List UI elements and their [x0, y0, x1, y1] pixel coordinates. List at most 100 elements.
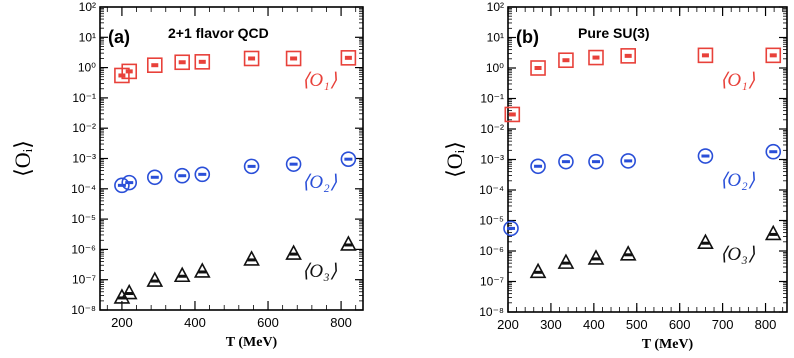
y-axis-label: ⟨Oᵢ⟩: [442, 141, 467, 178]
square-marker: [504, 106, 521, 123]
y-tick-label: 10⁻²: [480, 122, 504, 136]
x-tick-label: 400: [583, 317, 605, 332]
error-bar: [150, 175, 159, 179]
series-3: [529, 224, 782, 279]
error-bar: [769, 232, 778, 236]
data-point: [504, 106, 521, 123]
data-point: [557, 253, 575, 269]
data-point: [765, 143, 782, 160]
series-1: [504, 47, 782, 123]
data-point: [340, 151, 357, 167]
data-point: [121, 63, 138, 80]
error-bar: [198, 270, 207, 274]
error-bar: [125, 292, 134, 296]
square-marker: [174, 54, 190, 71]
chart-panel-b: 10⁻⁸ 10⁻⁷ 10⁻⁶ 10⁻⁵ 10⁻⁴ 10⁻³ 10⁻² 10⁻¹ 10⁰ 10¹ 10…: [442, 0, 788, 352]
data-point: [146, 271, 164, 287]
y-tick-label: 10²: [79, 0, 96, 14]
x-axis-label: T (MeV): [642, 337, 694, 352]
error-bar: [150, 279, 159, 283]
x-tick-label: 700: [712, 317, 734, 332]
circle-marker: [588, 153, 604, 170]
series-label: ⟨O₂⟩: [720, 170, 756, 191]
error-bar: [198, 59, 206, 64]
circle-marker: [765, 143, 782, 160]
data-point: [529, 262, 547, 279]
data-point: [620, 153, 636, 169]
data-point: [285, 156, 302, 172]
square-marker: [588, 49, 604, 66]
chart-title: Pure SU(3): [578, 25, 650, 41]
series-label: ⟨O₁⟩: [720, 70, 756, 91]
circle-marker: [194, 166, 211, 183]
panel-label: (a): [108, 27, 130, 47]
y-tick-label: 10⁻⁶: [479, 244, 504, 258]
data-point: [587, 249, 605, 265]
panel-label: (b): [516, 27, 539, 47]
square-marker: [146, 57, 163, 74]
series-2: [114, 151, 357, 194]
y-tick-label: 10⁻⁵: [479, 214, 504, 228]
y-tick-label: 10⁻⁴: [479, 183, 504, 197]
error-bar: [561, 261, 570, 265]
error-bar: [178, 174, 187, 178]
y-tick-label: 10⁻¹: [480, 92, 504, 106]
data-point: [340, 50, 357, 66]
error-bar: [344, 55, 352, 60]
data-point: [113, 288, 131, 304]
error-bar: [701, 241, 710, 245]
y-tick-label: 10⁻¹: [72, 91, 96, 105]
square-marker: [121, 63, 138, 80]
data-point: [173, 266, 191, 283]
x-tick-label: 500: [626, 317, 648, 332]
error-bar: [247, 258, 256, 262]
y-tick-label: 10⁻³: [480, 153, 504, 167]
y-tick-label: 10¹: [487, 31, 504, 45]
data-point: [558, 153, 574, 170]
circle-marker: [503, 220, 519, 237]
chart-title: 2+1 flavor QCD: [168, 25, 269, 41]
x-tick-label: 200: [497, 317, 519, 332]
data-point: [194, 54, 211, 70]
data-point: [530, 158, 546, 175]
data-point: [194, 166, 211, 183]
circle-marker: [697, 148, 714, 164]
error-bar: [151, 63, 159, 68]
y-tick-label: 10⁻²: [72, 121, 96, 135]
data-point: [340, 235, 357, 251]
square-marker: [765, 47, 782, 64]
error-bar: [624, 53, 632, 58]
error-bar: [290, 56, 298, 61]
data-point: [588, 49, 604, 66]
data-point: [620, 48, 636, 64]
circle-marker: [174, 167, 190, 184]
error-bar: [591, 257, 600, 261]
error-bar: [198, 172, 207, 176]
x-tick-label: 200: [111, 315, 133, 330]
error-bar: [769, 53, 777, 58]
data-point: [285, 244, 302, 260]
square-marker: [558, 52, 574, 69]
error-bar: [178, 60, 186, 65]
error-bar: [769, 150, 778, 154]
x-tick-label: 600: [669, 317, 691, 332]
square-marker: [340, 50, 357, 66]
data-point: [697, 233, 714, 250]
data-point: [764, 224, 782, 241]
data-point: [243, 50, 260, 67]
circle-marker: [530, 158, 546, 175]
error-bar: [344, 243, 353, 247]
data-point: [588, 153, 604, 170]
error-bar: [701, 53, 709, 58]
data-point: [243, 158, 260, 175]
y-tick-label: 10²: [487, 0, 504, 14]
error-bar: [289, 252, 298, 256]
x-tick-label: 300: [540, 317, 562, 332]
square-marker: [620, 48, 636, 64]
error-bar: [534, 66, 542, 70]
data-point: [121, 174, 138, 191]
data-point: [697, 148, 714, 164]
x-tick-label: 800: [755, 317, 777, 332]
error-bar: [247, 164, 256, 168]
